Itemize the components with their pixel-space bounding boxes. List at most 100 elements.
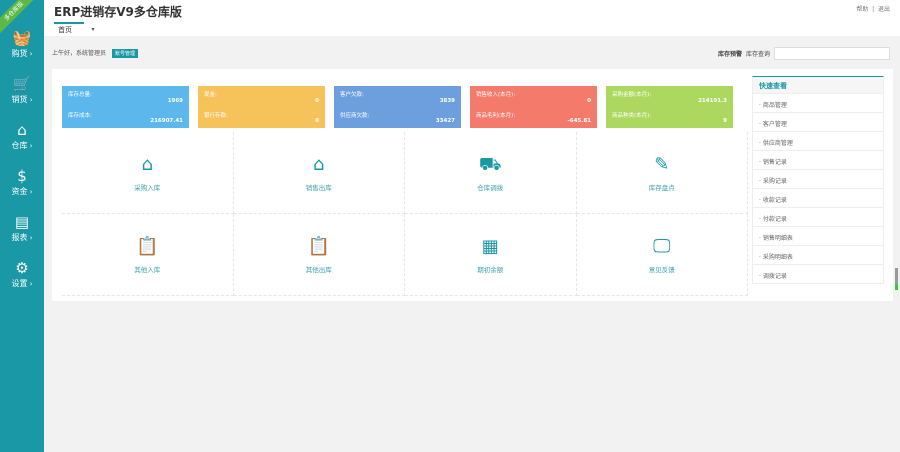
quick-item-label: 采购明细表 [762, 254, 793, 261]
house-out-icon: ⌂ [313, 154, 325, 175]
tile-7[interactable]: 🖵 意见反馈 [576, 214, 748, 296]
sidebar-item-1[interactable]: 🛒 销货 › [0, 74, 44, 114]
tile-label: 仓库调拨 [477, 184, 504, 192]
gear-icon: ⚙ [15, 259, 29, 277]
quick-item-label: 供应商管理 [762, 140, 793, 147]
quick-item-label: 收款记录 [762, 197, 787, 204]
tile-1[interactable]: ⌂ 销售出库 [233, 132, 405, 214]
tab-home[interactable]: 首页 [54, 22, 84, 36]
stat-card: 库存总量: 1969 库存成本: 216907.41 [62, 86, 189, 128]
quick-item[interactable]: · 采购记录 [753, 169, 883, 188]
account-button[interactable]: 账号管理 [112, 49, 139, 58]
help-link[interactable]: 帮助 [856, 6, 869, 13]
sidebar-item-label: 报表 [11, 233, 28, 242]
greeting: 上午好，系统管理员 账号管理 [52, 48, 139, 58]
quick-item[interactable]: · 调拨记录 [753, 264, 883, 283]
dollar-icon: $ [17, 167, 27, 185]
app-title: ERP进销存V9多仓库版 [54, 5, 182, 19]
sidebar-item-label: 资金 [11, 187, 28, 196]
sidebar: 多仓库版 🧺 购货 › 🛒 销货 › ⌂ 仓库 › $ 资金 › ▤ 报表 › ⚙ 设置 › [0, 0, 44, 452]
quick-item-label: 调拨记录 [762, 273, 787, 280]
monitor-icon: 🖵 [653, 236, 671, 257]
stat-value: 9 [723, 118, 727, 124]
tile-2[interactable]: ⛟ 仓库调拨 [405, 132, 577, 214]
sidebar-item-0[interactable]: 🧺 购货 › [0, 28, 44, 68]
house-in-icon: ⌂ [141, 154, 153, 175]
stat-label: 销售收入(本月): [476, 92, 516, 98]
clipboard-in-icon: 📋 [136, 236, 159, 257]
stat-value: 1969 [167, 98, 183, 104]
quick-view-title: 快速查看 [753, 77, 883, 93]
header: ERP进销存V9多仓库版 帮助 | 退出 首页 ▾ [44, 0, 900, 36]
stat-label: 供应商欠款: [340, 113, 370, 119]
truck-icon: ⛟ [478, 154, 502, 175]
quick-item[interactable]: · 销售记录 [753, 150, 883, 169]
stat-value: 214191.3 [698, 98, 727, 104]
basket-icon: 🧺 [12, 29, 32, 47]
stat-label: 现金: [204, 92, 217, 98]
quick-item[interactable]: · 客户管理 [753, 112, 883, 131]
sidebar-item-label: 设置 [11, 279, 28, 288]
tile-6[interactable]: ▦ 期初余额 [405, 214, 577, 296]
tile-label: 意见反馈 [648, 266, 675, 274]
stat-card: 采购金额(本月): 214191.3 商品种类(本月): 9 [606, 86, 733, 128]
stat-value: 0 [587, 98, 591, 104]
report-icon: ▤ [14, 213, 30, 231]
quick-item[interactable]: · 采购明细表 [753, 245, 883, 264]
tile-label: 库存盘点 [648, 184, 675, 192]
logout-link[interactable]: 退出 [877, 6, 890, 13]
tile-label: 其他出库 [305, 266, 332, 274]
search-bar: 库存预警 库存查询 [718, 47, 890, 60]
home-icon: ⌂ [17, 121, 27, 139]
stat-label: 银行存款: [204, 113, 228, 119]
sidebar-item-label: 购货 [11, 49, 28, 58]
quick-item-label: 商品管理 [762, 102, 787, 109]
cabinet-icon: ▦ [481, 236, 499, 257]
stat-card: 现金: 0 银行存款: 0 [198, 86, 325, 128]
stat-label: 采购金额(本月): [612, 92, 652, 98]
tile-label: 期初余额 [477, 266, 504, 274]
tile-3[interactable]: ✎ 库存盘点 [576, 132, 748, 214]
tile-label: 销售出库 [305, 184, 332, 192]
dashboard-panel: 库存总量: 1969 库存成本: 216907.41 现金: 0 银行存款: 0 客户欠款: 38… [52, 69, 893, 301]
stat-value: 0 [315, 118, 319, 124]
quick-item[interactable]: · 销售明细表 [753, 226, 883, 245]
tile-0[interactable]: ⌂ 采购入库 [62, 132, 234, 214]
stat-card: 销售收入(本月): 0 商品毛利(本月): -645.81 [470, 86, 597, 128]
quick-item-label: 销售记录 [762, 159, 787, 166]
stock-alert-link[interactable]: 库存预警 [717, 51, 742, 58]
stat-label: 客户欠款: [340, 92, 364, 98]
tile-5[interactable]: 📋 其他出库 [233, 214, 405, 296]
quick-item[interactable]: · 付款记录 [753, 207, 883, 226]
stat-value: 0 [315, 98, 319, 104]
clipboard-out-icon: 📋 [307, 236, 330, 257]
quick-item[interactable]: · 商品管理 [753, 93, 883, 112]
tab-dropdown-icon[interactable]: ▾ [91, 26, 95, 33]
stat-label: 商品毛利(本月): [476, 113, 516, 119]
sidebar-item-5[interactable]: ⚙ 设置 › [0, 258, 44, 298]
tile-4[interactable]: 📋 其他入库 [62, 214, 234, 296]
sidebar-item-label: 仓库 [11, 141, 28, 150]
stat-card: 客户欠款: 3839 供应商欠款: 33427 [334, 86, 461, 128]
sidebar-item-4[interactable]: ▤ 报表 › [0, 212, 44, 252]
quick-item-label: 付款记录 [762, 216, 787, 223]
search-input[interactable] [774, 47, 890, 60]
scrollbar[interactable] [895, 268, 898, 290]
stat-label: 库存总量: [68, 92, 92, 98]
stat-label: 商品种类(本月): [612, 113, 652, 119]
quick-item-label: 采购记录 [762, 178, 787, 185]
quick-item[interactable]: · 收款记录 [753, 188, 883, 207]
quick-item[interactable]: · 供应商管理 [753, 131, 883, 150]
stat-value: -645.81 [567, 118, 591, 124]
tile-label: 其他入库 [134, 266, 161, 274]
quick-item-label: 销售明细表 [762, 235, 793, 242]
sidebar-item-2[interactable]: ⌂ 仓库 › [0, 120, 44, 160]
stat-value: 3839 [439, 98, 455, 104]
cart-icon: 🛒 [12, 75, 32, 93]
quick-item-label: 客户管理 [762, 121, 787, 128]
sidebar-item-label: 销货 [11, 95, 28, 104]
stat-label: 库存成本: [68, 113, 92, 119]
stat-value: 216907.41 [150, 118, 183, 124]
sidebar-item-3[interactable]: $ 资金 › [0, 166, 44, 206]
stat-value: 33427 [435, 118, 455, 124]
